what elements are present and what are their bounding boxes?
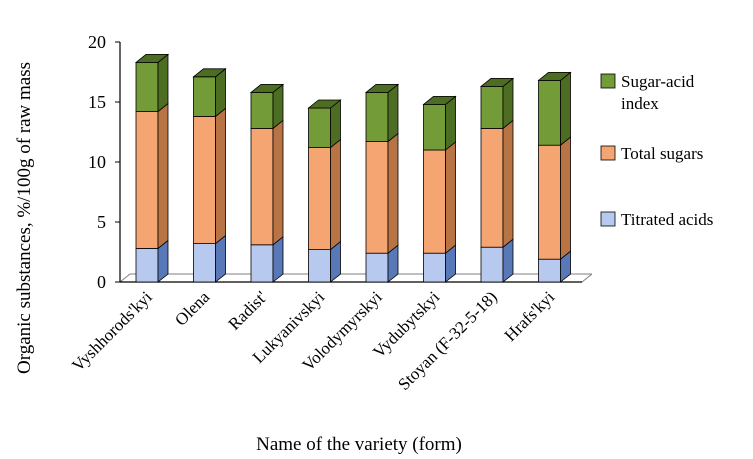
bar-titrated-acids-volodymyrskyi bbox=[365, 252, 389, 283]
bar-total-sugars-vyshhorods-kyi bbox=[135, 111, 159, 249]
y-tick-label: 10 bbox=[88, 152, 106, 172]
legend-item-sugar-acid-index: Sugar-acid index bbox=[600, 72, 695, 113]
y-tick-label: 15 bbox=[88, 92, 106, 112]
bar-total-sugars-olena bbox=[193, 116, 216, 244]
bar-total-sugars-olena-side bbox=[215, 107, 226, 245]
bar-group-olena bbox=[192, 67, 227, 283]
bar-titrated-acids-vydubytskyi bbox=[423, 252, 446, 283]
bar-top-vyshhorods-kyi bbox=[134, 54, 170, 63]
y-tick-label: 0 bbox=[97, 272, 106, 292]
bar-titrated-acids-hrafs-kyi bbox=[538, 258, 561, 283]
bar-sugar-acid-index-vyshhorods-kyi-side bbox=[157, 53, 169, 113]
x-tick-label: Olena bbox=[171, 287, 213, 329]
chart-bars bbox=[134, 53, 572, 283]
legend-label: Total sugars bbox=[621, 144, 703, 163]
chart-axes bbox=[115, 41, 593, 283]
bar-group-vydubytskyi bbox=[422, 95, 457, 283]
legend-label: Sugar-acid index bbox=[621, 72, 695, 113]
bar-top-stoyan-f-32-5-18 bbox=[479, 78, 515, 87]
legend-item-total-sugars: Total sugars bbox=[600, 144, 703, 163]
floor-left-edge bbox=[119, 273, 131, 283]
bar-group-lukyanivskyi bbox=[307, 99, 342, 283]
legend-label: Titrated acids bbox=[621, 210, 713, 229]
legend-item-titrated-acids: Titrated acids bbox=[600, 210, 713, 229]
x-tick-label: Vyshhorods'kyi bbox=[68, 287, 156, 375]
bar-top-olena bbox=[192, 68, 227, 78]
bar-titrated-acids-lukyanivskyi bbox=[308, 249, 331, 283]
y-tick-label: 20 bbox=[88, 32, 106, 52]
x-tick-label: Radist' bbox=[225, 287, 271, 333]
bar-top-lukyanivskyi bbox=[307, 99, 342, 109]
y-tick-label: 5 bbox=[97, 212, 106, 232]
bar-total-sugars-radist bbox=[250, 127, 274, 246]
legend-swatch bbox=[600, 73, 616, 89]
x-axis-title: Name of the variety (form) bbox=[256, 434, 462, 455]
bar-total-sugars-hrafs-kyi bbox=[538, 144, 561, 260]
bar-sugar-acid-index-radist bbox=[250, 92, 274, 129]
bar-sugar-acid-index-stoyan-f-32-5-18-side bbox=[502, 77, 514, 130]
bar-titrated-acids-stoyan-f-32-5-18 bbox=[480, 246, 504, 283]
bar-top-volodymyrskyi bbox=[364, 84, 400, 93]
bar-sugar-acid-index-volodymyrskyi-side bbox=[387, 83, 399, 143]
bar-sugar-acid-index-hrafs-kyi bbox=[538, 80, 561, 146]
bar-sugar-acid-index-vyshhorods-kyi bbox=[135, 62, 159, 113]
y-axis-title: Organic substances, %/100g of raw mass bbox=[14, 62, 35, 374]
bar-top-radist bbox=[249, 84, 285, 93]
bar-group-volodymyrskyi bbox=[364, 83, 400, 283]
bar-sugar-acid-index-volodymyrskyi bbox=[365, 92, 389, 143]
bar-total-sugars-stoyan-f-32-5-18 bbox=[480, 127, 504, 248]
bar-total-sugars-stoyan-f-32-5-18-side bbox=[502, 119, 514, 249]
bar-total-sugars-volodymyrskyi bbox=[365, 141, 389, 254]
bar-titrated-acids-radist bbox=[250, 244, 274, 283]
bar-group-radist bbox=[249, 83, 285, 283]
bar-total-sugars-vydubytskyi bbox=[423, 149, 446, 254]
legend-swatch bbox=[600, 211, 616, 227]
bar-total-sugars-vydubytskyi-side bbox=[445, 141, 456, 255]
x-category-labels: Vyshhorods'kyi Olena Radist'LukyanivskyiVo… bbox=[68, 287, 558, 394]
bar-total-sugars-volodymyrskyi-side bbox=[387, 132, 399, 255]
bar-total-sugars-lukyanivskyi bbox=[308, 147, 331, 251]
bar-total-sugars-lukyanivskyi-side bbox=[330, 138, 341, 251]
legend: Sugar-acid index Total sugars Titrated acid… bbox=[600, 72, 713, 229]
bar-sugar-acid-index-lukyanivskyi bbox=[308, 107, 331, 148]
legend-swatch bbox=[600, 145, 616, 161]
bar-top-vydubytskyi bbox=[422, 96, 457, 105]
bar-group-vyshhorods-kyi bbox=[134, 53, 170, 283]
bar-sugar-acid-index-hrafs-kyi-side bbox=[560, 71, 571, 147]
bar-titrated-acids-vyshhorods-kyi bbox=[135, 247, 159, 283]
bar-sugar-acid-index-olena bbox=[193, 76, 216, 117]
x-tick-label: Hrafs'kyi bbox=[501, 287, 559, 345]
y-tick-labels: 0 5 10 15 20 bbox=[88, 32, 106, 292]
bar-total-sugars-vyshhorods-kyi-side bbox=[157, 102, 169, 250]
floor-right-edge bbox=[581, 273, 593, 283]
bar-sugar-acid-index-vydubytskyi bbox=[423, 104, 446, 151]
bar-sugar-acid-index-vydubytskyi-side bbox=[445, 95, 456, 151]
bar-sugar-acid-index-stoyan-f-32-5-18 bbox=[480, 86, 504, 129]
bar-top-hrafs-kyi bbox=[537, 72, 572, 81]
bar-titrated-acids-olena bbox=[193, 243, 216, 283]
bar-group-stoyan-f-32-5-18 bbox=[479, 77, 515, 283]
x-tick-label: Stoyan (F-32-5-18) bbox=[394, 287, 501, 394]
bar-total-sugars-hrafs-kyi-side bbox=[560, 136, 571, 261]
bar-group-hrafs-kyi bbox=[537, 71, 572, 283]
bar-total-sugars-radist-side bbox=[272, 119, 284, 246]
